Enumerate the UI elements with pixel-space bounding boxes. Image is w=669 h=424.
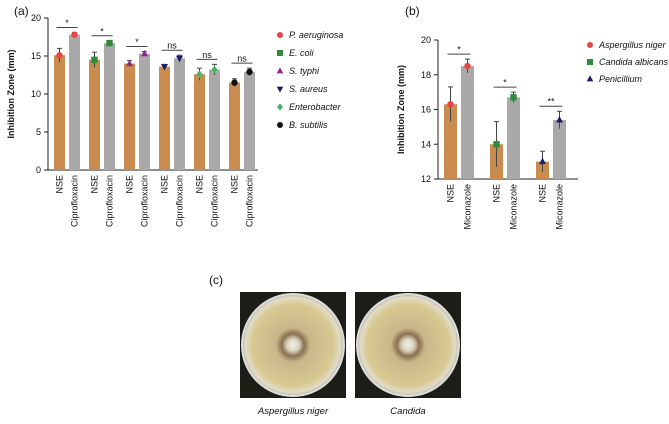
legend-marker [277, 122, 283, 128]
caption: Aspergillus niger [257, 406, 329, 417]
x-tick-label: NSE [160, 175, 170, 194]
legend-label: Penicillium [599, 74, 643, 84]
y-tick-label: 5 [36, 127, 41, 137]
bar [124, 63, 135, 170]
bar [159, 66, 170, 170]
panel-label: (c) [209, 273, 223, 287]
significance-label: ns [167, 41, 177, 51]
significance-label: ns [237, 54, 247, 64]
x-tick-label: Miconazole [463, 184, 473, 230]
x-tick-label: Ciprofloxacin [140, 175, 150, 227]
x-tick-label: Miconazole [555, 184, 565, 230]
panel-label: (a) [14, 4, 29, 18]
marker [510, 94, 517, 101]
x-tick-label: NSE [195, 175, 205, 194]
x-tick-label: Ciprofloxacin [175, 175, 185, 227]
bar [139, 53, 150, 170]
bar [104, 43, 115, 170]
legend-marker [276, 86, 284, 93]
petri-dish [241, 293, 345, 397]
bar [174, 58, 185, 170]
bar [89, 59, 100, 170]
significance-label: * [503, 78, 507, 88]
x-tick-label: NSE [538, 184, 548, 203]
x-tick-label: NSE [446, 184, 456, 203]
petri-dish [356, 293, 460, 397]
y-tick-label: 20 [421, 35, 431, 45]
significance-label: ** [547, 97, 555, 107]
y-tick-label: 15 [31, 51, 41, 61]
bar [461, 66, 474, 179]
bar [209, 69, 220, 170]
marker [555, 116, 564, 123]
y-axis-title: Inhibition Zone (mm) [396, 65, 406, 154]
legend-marker [586, 75, 594, 82]
legend-label: Candida albicans [599, 57, 669, 67]
significance-label: * [135, 37, 139, 47]
marker [56, 52, 63, 59]
legend-label: Aspergillus niger [598, 40, 667, 50]
legend-marker [277, 32, 283, 38]
x-tick-label: NSE [90, 175, 100, 194]
y-tick-label: 10 [31, 89, 41, 99]
marker [91, 56, 98, 63]
legend-label: S. typhi [289, 66, 320, 76]
y-tick-label: 14 [421, 139, 431, 149]
marker [211, 65, 218, 74]
marker [447, 101, 454, 108]
marker [106, 39, 113, 47]
x-tick-label: NSE [230, 175, 240, 194]
bar [194, 74, 205, 170]
significance-label: ns [202, 50, 212, 60]
x-tick-label: Ciprofloxacin [105, 175, 115, 227]
legend-marker [277, 103, 283, 111]
y-tick-label: 12 [421, 174, 431, 184]
significance-label: * [100, 26, 104, 36]
y-axis-title: Inhibition Zone (mm) [6, 50, 16, 139]
legend-label: P. aeruginosa [289, 30, 343, 40]
bar [244, 71, 255, 170]
marker [246, 68, 253, 76]
marker [464, 62, 471, 70]
significance-label: * [457, 45, 461, 55]
caption: Candida [390, 406, 425, 417]
x-tick-label: Ciprofloxacin [245, 175, 255, 227]
x-tick-label: NSE [55, 175, 65, 194]
legend-label: B. subtilis [289, 120, 328, 130]
marker [493, 141, 500, 148]
bar [507, 97, 520, 179]
marker [160, 64, 169, 71]
x-tick-label: Miconazole [509, 184, 519, 230]
marker [175, 55, 184, 63]
bar [553, 119, 566, 179]
x-tick-label: NSE [125, 175, 135, 194]
x-tick-label: Ciprofloxacin [210, 175, 220, 227]
bar [69, 34, 80, 170]
legend-label: E. coli [289, 48, 315, 58]
marker [140, 49, 149, 57]
significance-label: * [65, 18, 69, 28]
legend-marker [587, 42, 593, 48]
legend-marker [587, 59, 593, 65]
bar [229, 82, 240, 170]
legend-label: Enterobacter [289, 102, 342, 112]
y-tick-label: 16 [421, 105, 431, 115]
legend-marker [276, 67, 284, 74]
marker [231, 79, 238, 86]
marker [196, 70, 203, 79]
y-tick-label: 0 [36, 165, 41, 175]
marker [125, 59, 134, 67]
marker [71, 31, 78, 38]
bar [54, 55, 65, 170]
panel-label: (b) [405, 4, 420, 18]
legend-marker [277, 50, 283, 56]
x-tick-label: NSE [492, 184, 502, 203]
y-tick-label: 20 [31, 13, 41, 23]
y-tick-label: 18 [421, 70, 431, 80]
legend-label: S. aureus [289, 84, 328, 94]
x-tick-label: Ciprofloxacin [70, 175, 80, 227]
bar [444, 104, 457, 179]
marker [538, 157, 547, 165]
